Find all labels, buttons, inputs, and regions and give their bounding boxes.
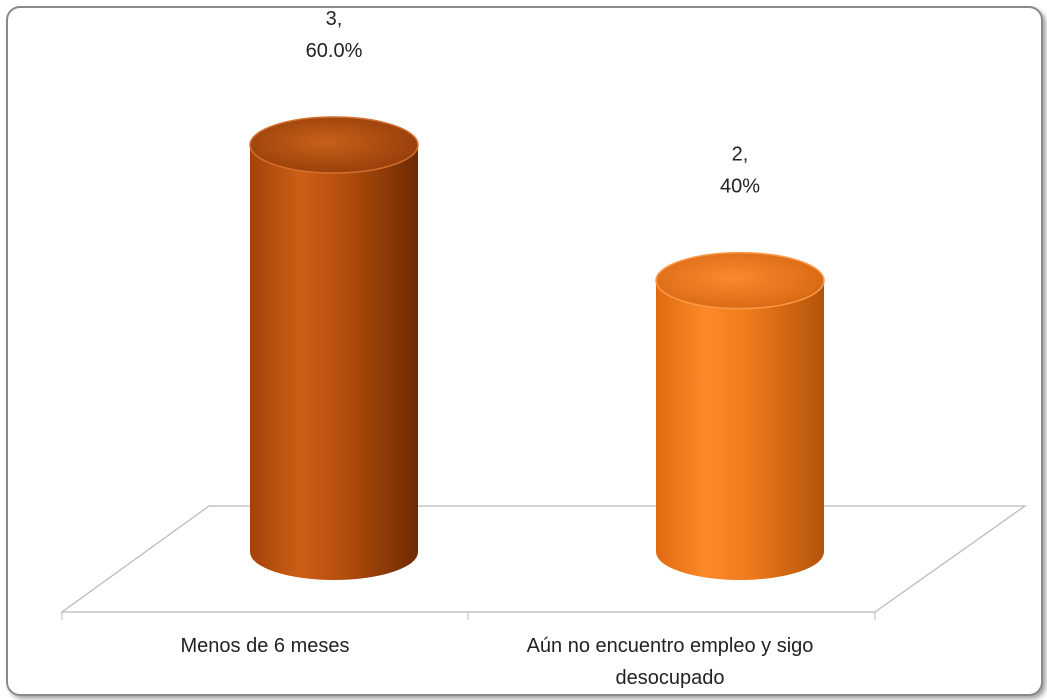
data-label-1-line2: 60.0%: [306, 40, 363, 62]
data-label-2-line2: 40%: [720, 176, 760, 198]
bar-top: [655, 251, 825, 310]
bar-body: [250, 145, 418, 580]
bar-body: [656, 280, 824, 580]
bar-1: [249, 116, 419, 580]
category-label-1-line1: Menos de 6 meses: [181, 635, 350, 657]
data-label-2-line1: 2,: [732, 144, 749, 166]
bar-top: [249, 116, 419, 174]
category-label-2-line2: desocupado: [616, 667, 725, 689]
bar-2: [655, 251, 825, 580]
category-label-2-line1: Aún no encuentro empleo y sigo: [527, 635, 814, 657]
data-label-1-line1: 3,: [326, 8, 343, 30]
chart-floor: [60, 505, 1027, 613]
